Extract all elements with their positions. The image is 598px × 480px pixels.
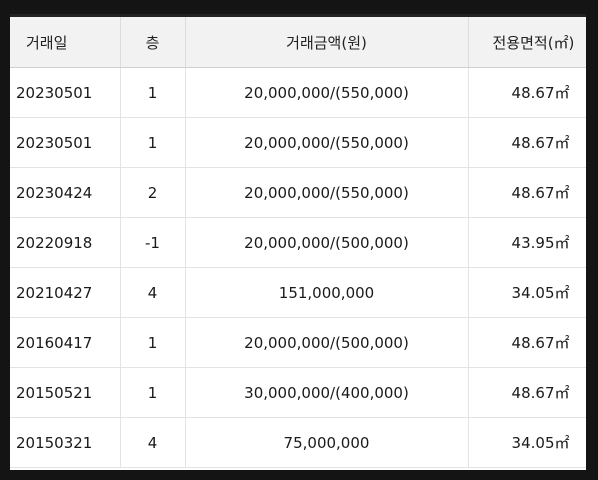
cell-floor: 4: [120, 267, 186, 318]
cell-price: 20,000,000/(550,000): [185, 167, 469, 218]
cell-price: 151,000,000: [185, 267, 469, 318]
cell-floor: 1: [120, 117, 186, 168]
table-row: 20230501 1 20,000,000/(550,000) 48.67㎡: [10, 67, 586, 118]
cell-floor: 4: [120, 417, 186, 468]
cell-floor: 1: [120, 367, 186, 418]
column-header-area: 전용면적(㎡): [468, 14, 586, 68]
table-row: 20160417 1 20,000,000/(500,000) 48.67㎡: [10, 317, 586, 368]
cell-date: 20160417: [10, 317, 121, 368]
cell-date: 20150521: [10, 367, 121, 418]
table-header-row: 거래일 층 거래금액(원) 전용면적(㎡): [10, 14, 586, 68]
cell-area: 48.67㎡: [468, 367, 586, 418]
cell-price: 20,000,000/(500,000): [185, 317, 469, 368]
column-header-price: 거래금액(원): [185, 14, 469, 68]
transaction-table: 거래일 층 거래금액(원) 전용면적(㎡) 20230501 1 20,000,…: [10, 14, 586, 468]
cell-floor: 1: [120, 317, 186, 368]
cell-date: 20150321: [10, 417, 121, 468]
cell-date: 20230424: [10, 167, 121, 218]
cell-date: 20210427: [10, 267, 121, 318]
table-row: 20150521 1 30,000,000/(400,000) 48.67㎡: [10, 367, 586, 418]
cell-date: 20230501: [10, 67, 121, 118]
table-row: 20220918 -1 20,000,000/(500,000) 43.95㎡: [10, 217, 586, 268]
cell-floor: 1: [120, 67, 186, 118]
column-header-floor: 층: [120, 14, 186, 68]
transaction-table-container: 거래일 층 거래금액(원) 전용면적(㎡) 20230501 1 20,000,…: [10, 14, 586, 470]
cell-area: 34.05㎡: [468, 417, 586, 468]
table-row: 20210427 4 151,000,000 34.05㎡: [10, 267, 586, 318]
cell-price: 20,000,000/(550,000): [185, 117, 469, 168]
cell-price: 20,000,000/(500,000): [185, 217, 469, 268]
cell-area: 48.67㎡: [468, 167, 586, 218]
table-row: 20150321 4 75,000,000 34.05㎡: [10, 417, 586, 468]
cell-price: 30,000,000/(400,000): [185, 367, 469, 418]
table-row: 20230501 1 20,000,000/(550,000) 48.67㎡: [10, 117, 586, 168]
cell-area: 43.95㎡: [468, 217, 586, 268]
cell-area: 34.05㎡: [468, 267, 586, 318]
cell-price: 20,000,000/(550,000): [185, 67, 469, 118]
cell-area: 48.67㎡: [468, 117, 586, 168]
cell-area: 48.67㎡: [468, 317, 586, 368]
cell-price: 75,000,000: [185, 417, 469, 468]
cell-area: 48.67㎡: [468, 67, 586, 118]
cell-floor: -1: [120, 217, 186, 268]
column-header-date: 거래일: [10, 14, 121, 68]
cell-floor: 2: [120, 167, 186, 218]
cell-date: 20220918: [10, 217, 121, 268]
table-row: 20230424 2 20,000,000/(550,000) 48.67㎡: [10, 167, 586, 218]
cell-date: 20230501: [10, 117, 121, 168]
